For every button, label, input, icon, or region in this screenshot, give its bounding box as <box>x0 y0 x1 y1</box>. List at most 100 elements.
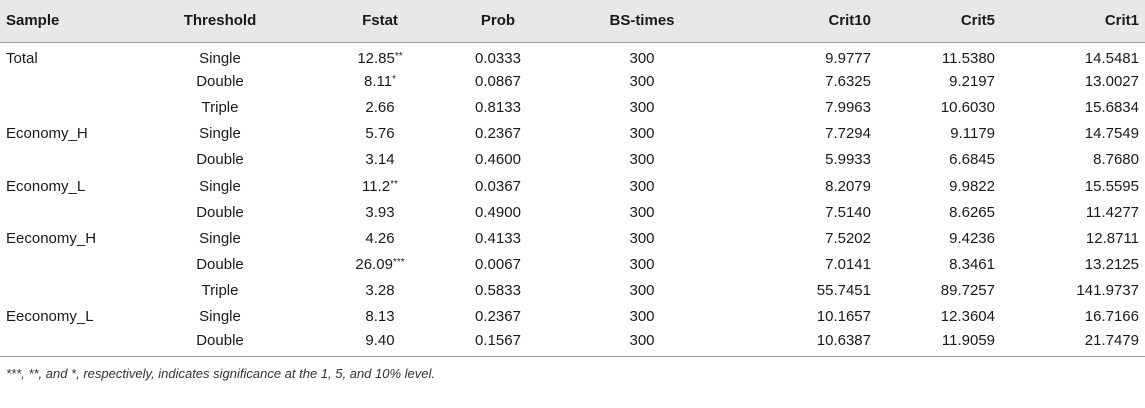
cell-crit5: 10.6030 <box>877 94 1001 120</box>
header-sample: Sample <box>0 0 122 43</box>
cell-crit1: 15.5595 <box>1001 173 1145 199</box>
cell-crit5: 12.3604 <box>877 304 1001 330</box>
cell-crit5-value: 11.5380 <box>941 49 995 67</box>
cell-crit10: 7.0141 <box>730 252 877 278</box>
cell-bs-times-value: 300 <box>629 332 655 350</box>
cell-fstat-value: 2.66 <box>365 98 395 116</box>
cell-fstat: 3.93 <box>318 199 442 225</box>
cell-crit10-value: 7.5140 <box>825 203 871 221</box>
cell-fstat: 8.13 <box>318 304 442 330</box>
cell-sample <box>0 278 122 304</box>
cell-prob: 0.2367 <box>442 121 554 147</box>
cell-threshold: Double <box>122 252 318 278</box>
cell-crit10: 10.1657 <box>730 304 877 330</box>
cell-threshold-value: Single <box>199 308 241 326</box>
cell-threshold-value: Single <box>199 177 241 195</box>
cell-crit1: 8.7680 <box>1001 147 1145 173</box>
cell-crit5-value: 89.7257 <box>940 282 995 300</box>
cell-fstat: 3.28 <box>318 278 442 304</box>
cell-crit10: 7.5140 <box>730 199 877 225</box>
cell-bs-times-value: 300 <box>629 151 655 169</box>
cell-fstat-value: 26.09 <box>355 256 393 274</box>
cell-crit10-value: 9.9777 <box>825 49 871 67</box>
cell-fstat: 12.85** <box>318 42 442 68</box>
table-row: Economy_L Single 11.2** 0.0367 300 8.2079 9.98… <box>0 173 1145 199</box>
cell-crit10-value: 5.9933 <box>825 151 871 169</box>
cell-prob-value: 0.2367 <box>475 125 521 143</box>
cell-crit5: 6.6845 <box>877 147 1001 173</box>
cell-fstat-value: 3.93 <box>365 203 395 221</box>
cell-crit10-value: 7.9963 <box>825 98 871 116</box>
header-fstat: Fstat <box>318 0 442 43</box>
cell-crit1-value: 14.7549 <box>1084 125 1139 143</box>
cell-fstat: 4.26 <box>318 225 442 251</box>
cell-threshold: Single <box>122 225 318 251</box>
cell-bs-times-value: 300 <box>629 203 655 221</box>
cell-threshold-value: Double <box>196 203 244 221</box>
cell-crit5: 89.7257 <box>877 278 1001 304</box>
cell-crit1: 15.6834 <box>1001 94 1145 120</box>
table-row: Economy_H Single 5.76 0.2367 300 7.7294 9.1179… <box>0 121 1145 147</box>
cell-crit1-value: 14.5481 <box>1084 49 1139 67</box>
header-bs-times: BS-times <box>554 0 730 43</box>
significance-footnote: ***, **, and *, respectively, indicates … <box>6 365 436 381</box>
cell-crit10: 55.7451 <box>730 278 877 304</box>
cell-crit5: 11.5380 <box>877 42 1001 68</box>
cell-threshold: Triple <box>122 278 318 304</box>
cell-prob-value: 0.8133 <box>475 98 521 116</box>
cell-prob: 0.8133 <box>442 94 554 120</box>
cell-prob-value: 0.0333 <box>475 49 521 67</box>
significance-stars: * <box>392 73 396 85</box>
cell-crit10: 8.2079 <box>730 173 877 199</box>
cell-sample: Eeconomy_L <box>0 304 122 330</box>
cell-crit1: 141.9737 <box>1001 278 1145 304</box>
table-row: Double 9.40 0.1567 300 10.6387 11.9059 21.7479 <box>0 330 1145 357</box>
cell-prob: 0.0333 <box>442 42 554 68</box>
cell-crit5: 9.4236 <box>877 225 1001 251</box>
cell-crit1: 11.4277 <box>1001 199 1145 225</box>
cell-crit5-value: 6.6845 <box>949 151 995 169</box>
cell-prob-value: 0.1567 <box>475 332 521 350</box>
cell-sample-value: Economy_H <box>6 125 88 143</box>
cell-threshold-value: Triple <box>201 98 239 116</box>
cell-sample: Economy_L <box>0 173 122 199</box>
cell-crit5-value: 12.3604 <box>940 308 995 326</box>
cell-fstat: 2.66 <box>318 94 442 120</box>
cell-sample: Economy_H <box>0 121 122 147</box>
cell-bs-times-value: 300 <box>629 282 655 300</box>
table-row: Double 26.09*** 0.0067 300 7.0141 8.3461 13.21… <box>0 252 1145 278</box>
cell-threshold: Double <box>122 330 318 357</box>
cell-crit5-value: 8.6265 <box>949 203 995 221</box>
cell-sample <box>0 330 122 357</box>
header-row: Sample Threshold Fstat Prob BS-times Cri… <box>0 0 1145 43</box>
cell-crit1-value: 15.6834 <box>1084 98 1139 116</box>
cell-threshold-value: Single <box>199 229 241 247</box>
cell-bs-times: 300 <box>554 147 730 173</box>
cell-threshold-value: Double <box>196 72 244 90</box>
cell-crit5-value: 9.1179 <box>950 125 995 143</box>
cell-threshold-value: Triple <box>201 282 239 300</box>
cell-crit1-value: 11.4277 <box>1085 203 1139 221</box>
cell-sample <box>0 68 122 94</box>
cell-fstat: 11.2** <box>318 173 442 199</box>
cell-crit5: 9.9822 <box>877 173 1001 199</box>
cell-crit10-value: 10.6387 <box>816 332 871 350</box>
cell-sample-value: Eeconomy_H <box>6 229 97 247</box>
cell-fstat-value: 12.85 <box>357 49 395 67</box>
cell-crit5-value: 8.3461 <box>949 256 995 274</box>
cell-sample <box>0 199 122 225</box>
cell-prob: 0.0367 <box>442 173 554 199</box>
cell-bs-times: 300 <box>554 68 730 94</box>
cell-fstat-value: 5.76 <box>365 125 395 143</box>
threshold-test-table-container: Sample Threshold Fstat Prob BS-times Cri… <box>0 0 1145 381</box>
cell-fstat-value: 4.26 <box>365 229 395 247</box>
cell-prob-value: 0.2367 <box>475 308 521 326</box>
cell-bs-times: 300 <box>554 278 730 304</box>
cell-fstat: 26.09*** <box>318 252 442 278</box>
table-header: Sample Threshold Fstat Prob BS-times Cri… <box>0 0 1145 43</box>
table-row: Eeconomy_L Single 8.13 0.2367 300 10.1657 12.3… <box>0 304 1145 330</box>
header-crit10: Crit10 <box>730 0 877 43</box>
cell-crit1-value: 13.2125 <box>1084 256 1139 274</box>
cell-threshold: Single <box>122 304 318 330</box>
header-threshold: Threshold <box>122 0 318 43</box>
